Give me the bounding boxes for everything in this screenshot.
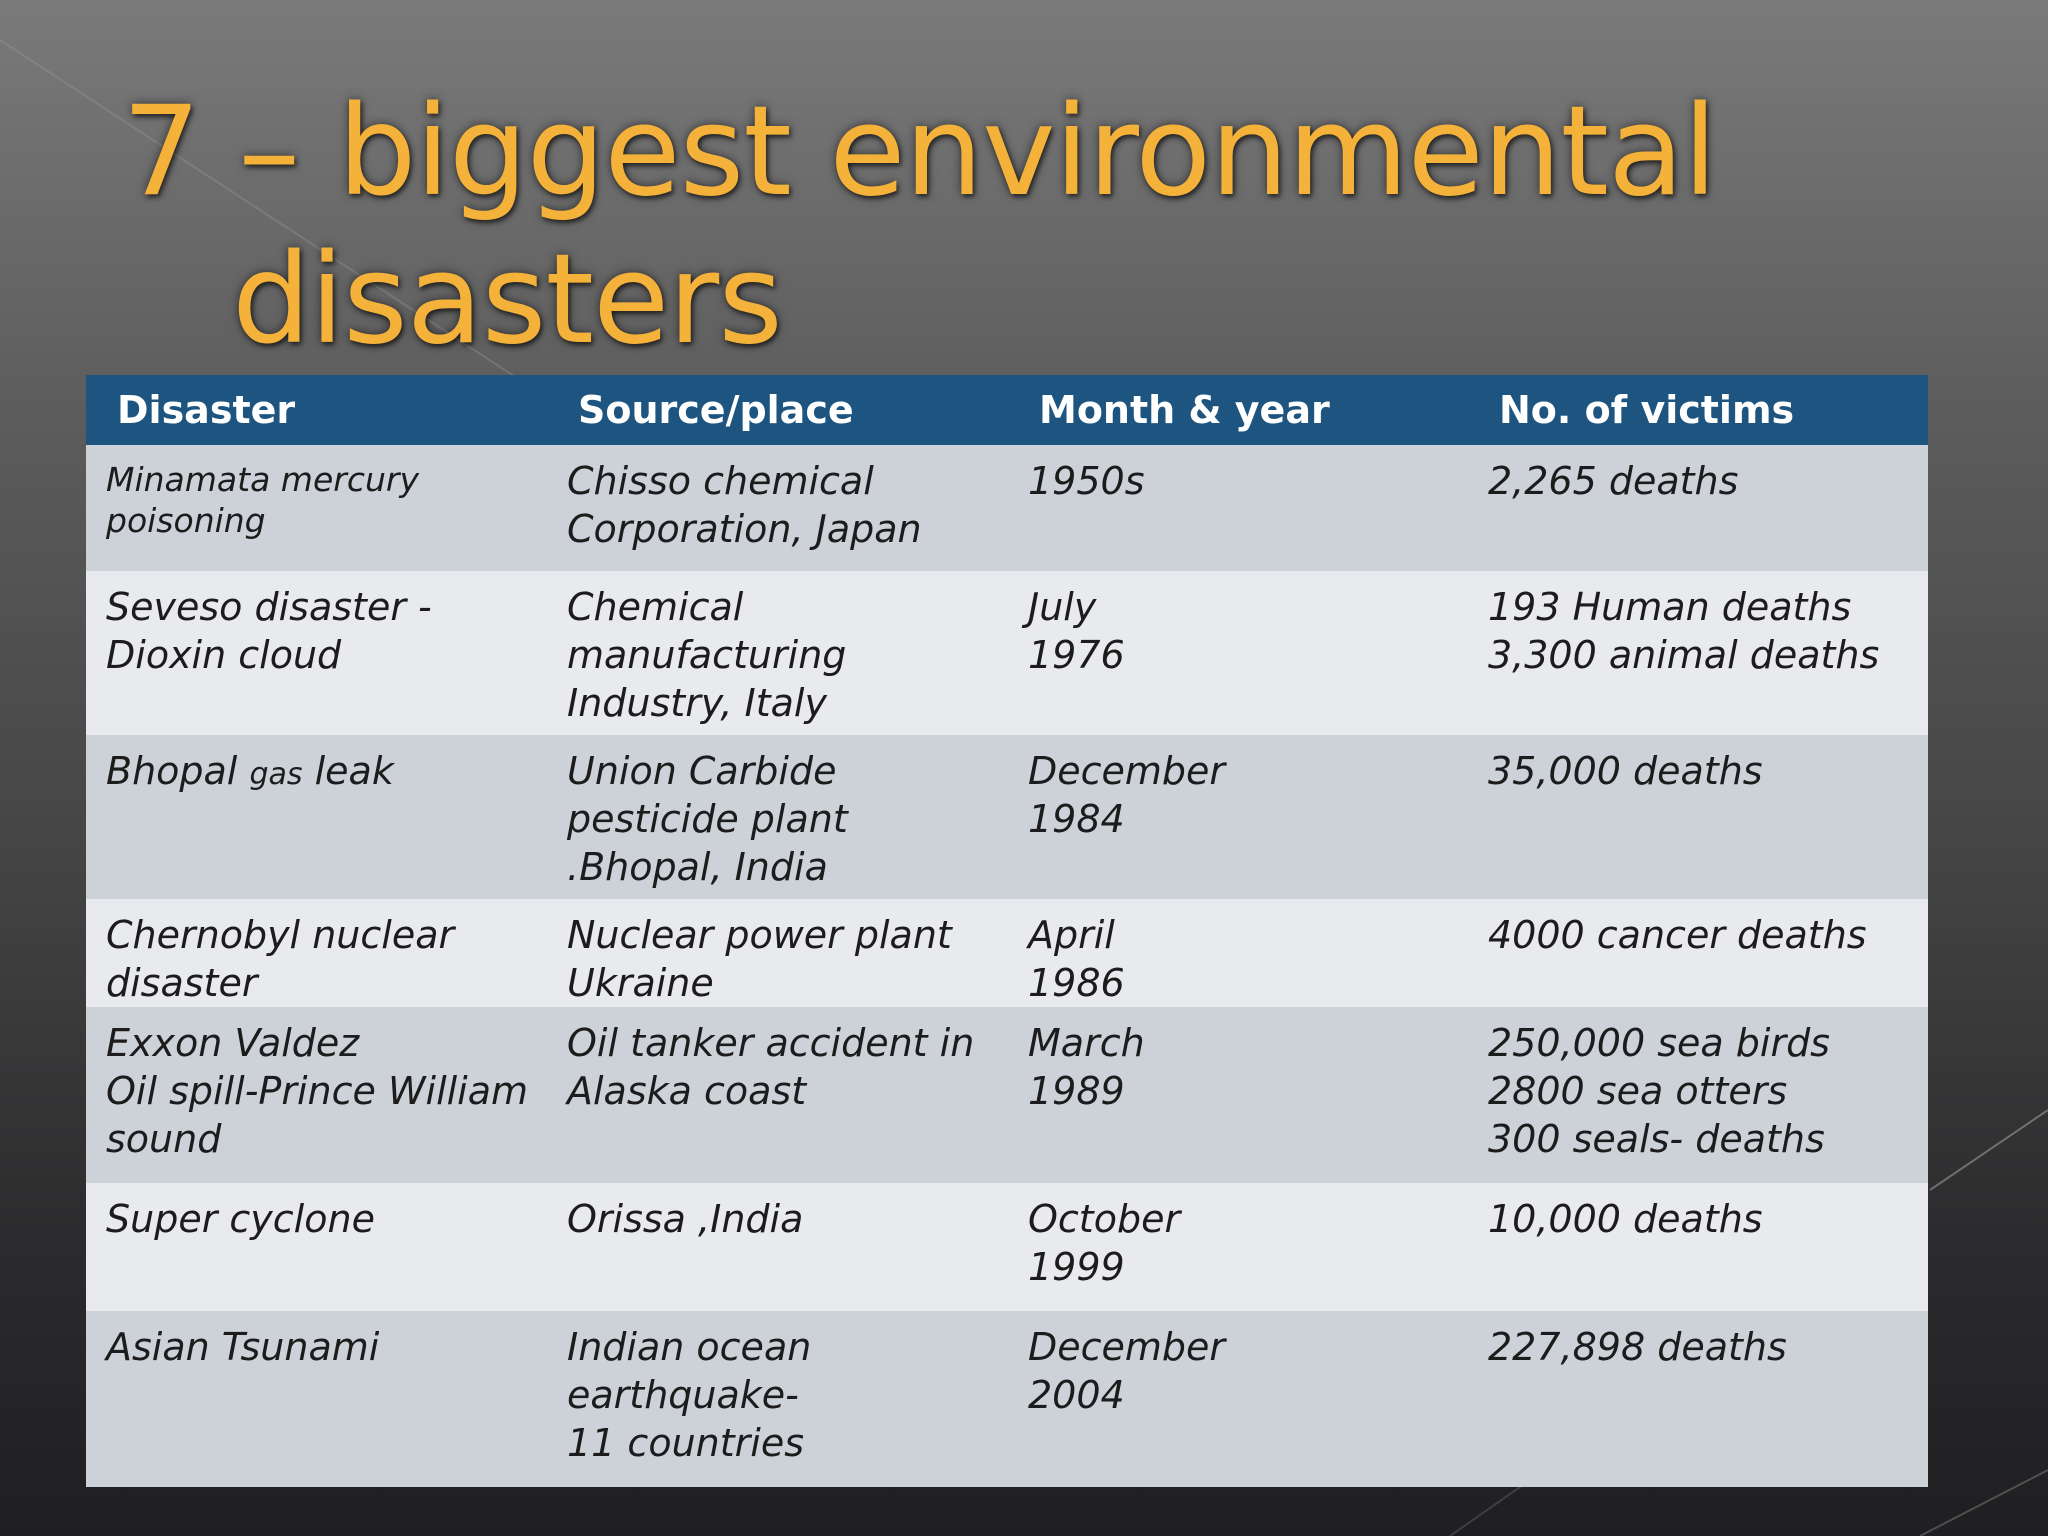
disasters-table: Disaster Source/place Month & year No. o… bbox=[86, 375, 1928, 1487]
column-header-month-year: Month & year bbox=[1008, 375, 1468, 445]
table-row: Super cyclone Orissa ,India October 1999… bbox=[86, 1183, 1928, 1311]
cell-disaster: Super cyclone bbox=[86, 1183, 547, 1311]
table-row: Exxon Valdez Oil spill-Prince William so… bbox=[86, 1007, 1928, 1183]
cell-date: March 1989 bbox=[1008, 1007, 1468, 1183]
cell-victims: 250,000 sea birds 2800 sea otters 300 se… bbox=[1468, 1007, 1928, 1183]
cell-source: Indian ocean earthquake- 11 countries bbox=[547, 1311, 1008, 1487]
slide-title-line2: disasters bbox=[232, 228, 783, 372]
cell-disaster: Seveso disaster - Dioxin cloud bbox=[86, 571, 547, 735]
column-header-source: Source/place bbox=[547, 375, 1008, 445]
cell-disaster: Chernobyl nuclear disaster bbox=[86, 899, 547, 1007]
cell-date: 1950s bbox=[1008, 445, 1468, 571]
table-row: Minamata mercury poisoning Chisso chemic… bbox=[86, 445, 1928, 571]
cell-date: October 1999 bbox=[1008, 1183, 1468, 1311]
cell-date: April 1986 bbox=[1008, 899, 1468, 1007]
cell-victims: 35,000 deaths bbox=[1468, 735, 1928, 899]
cell-disaster-part: Bhopal bbox=[106, 749, 250, 793]
cell-date: December 2004 bbox=[1008, 1311, 1468, 1487]
cell-disaster: Minamata mercury poisoning bbox=[86, 445, 547, 571]
cell-disaster: Exxon Valdez Oil spill-Prince William so… bbox=[86, 1007, 547, 1183]
cell-source: Chisso chemical Corporation, Japan bbox=[547, 445, 1008, 571]
table-row: Seveso disaster - Dioxin cloud Chemical … bbox=[86, 571, 1928, 735]
cell-date: July 1976 bbox=[1008, 571, 1468, 735]
column-header-victims: No. of victims bbox=[1468, 375, 1928, 445]
cell-date: December 1984 bbox=[1008, 735, 1468, 899]
table-row: Asian Tsunami Indian ocean earthquake- 1… bbox=[86, 1311, 1928, 1487]
slide-title-line1: 7 – biggest environmental bbox=[122, 80, 1717, 224]
table-row: Chernobyl nuclear disaster Nuclear power… bbox=[86, 899, 1928, 1007]
column-header-disaster: Disaster bbox=[86, 375, 547, 445]
cell-source: Union Carbide pesticide plant .Bhopal, I… bbox=[547, 735, 1008, 899]
cell-victims: 10,000 deaths bbox=[1468, 1183, 1928, 1311]
table-row: Bhopal gas leak Union Carbide pesticide … bbox=[86, 735, 1928, 899]
cell-victims: 227,898 deaths bbox=[1468, 1311, 1928, 1487]
cell-disaster: Asian Tsunami bbox=[86, 1311, 547, 1487]
cell-source: Orissa ,India bbox=[547, 1183, 1008, 1311]
cell-source: Chemical manufacturing Industry, Italy bbox=[547, 571, 1008, 735]
cell-victims: 193 Human deaths 3,300 animal deaths bbox=[1468, 571, 1928, 735]
slide-title: 7 – biggest environmental disasters bbox=[122, 78, 1717, 374]
cell-victims: 4000 cancer deaths bbox=[1468, 899, 1928, 1007]
cell-source: Oil tanker accident in Alaska coast bbox=[547, 1007, 1008, 1183]
cell-source: Nuclear power plant Ukraine bbox=[547, 899, 1008, 1007]
cell-disaster: Bhopal gas leak bbox=[86, 735, 547, 899]
disasters-table-container: Disaster Source/place Month & year No. o… bbox=[86, 375, 1928, 1487]
cell-disaster-part-small: gas bbox=[249, 757, 303, 792]
cell-victims: 2,265 deaths bbox=[1468, 445, 1928, 571]
cell-disaster-part: leak bbox=[302, 749, 394, 793]
table-header-row: Disaster Source/place Month & year No. o… bbox=[86, 375, 1928, 445]
